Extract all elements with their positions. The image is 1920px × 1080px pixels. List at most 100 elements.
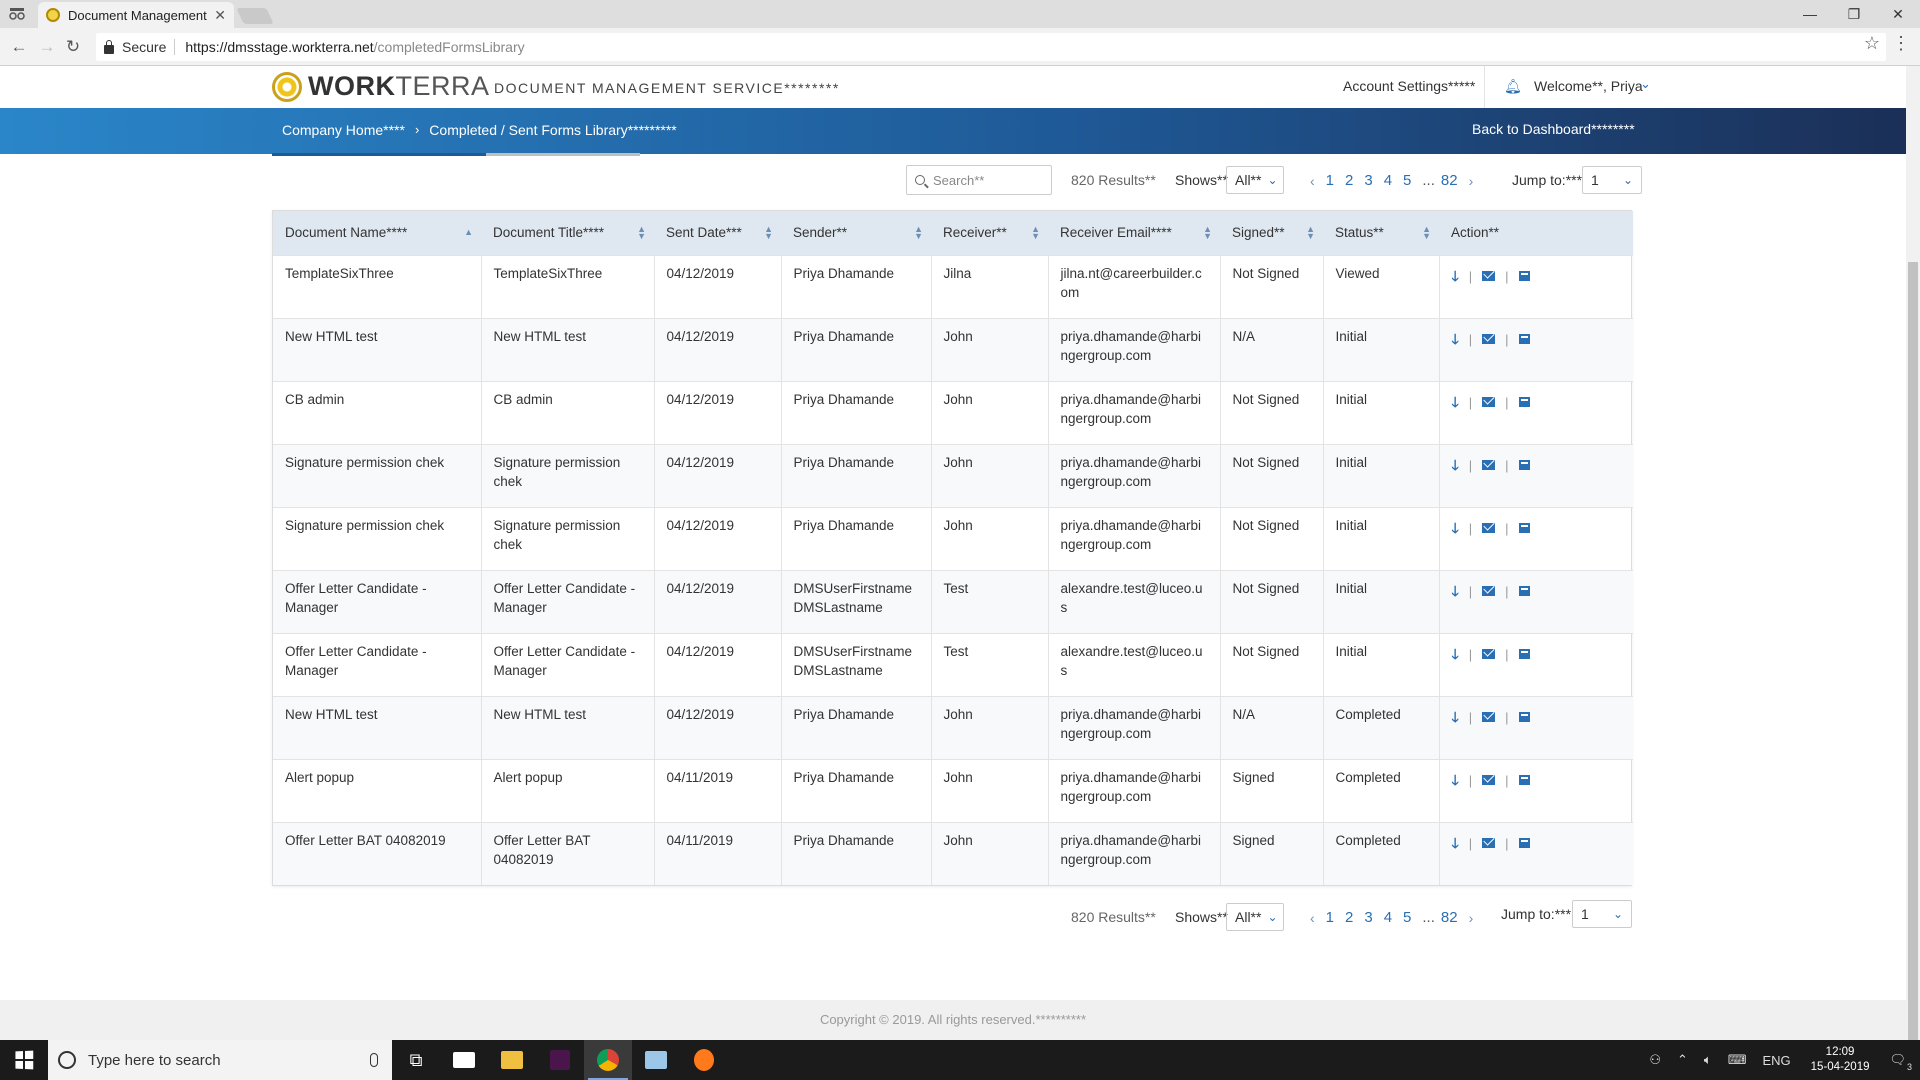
clock[interactable]: 12:09 15-04-2019 bbox=[1811, 1045, 1870, 1075]
archive-icon[interactable] bbox=[1518, 523, 1530, 533]
page-link[interactable]: 4 bbox=[1383, 172, 1393, 189]
download-icon[interactable]: 🡓 bbox=[1451, 771, 1459, 788]
page-link[interactable]: 5 bbox=[1403, 909, 1412, 926]
prev-page-icon[interactable]: ‹ bbox=[1310, 909, 1315, 926]
archive-icon[interactable] bbox=[1518, 271, 1530, 281]
reload-icon[interactable]: ↻ bbox=[65, 37, 81, 56]
cell-document-name[interactable]: Signature permission chek bbox=[273, 443, 482, 507]
download-icon[interactable]: 🡓 bbox=[1451, 267, 1459, 284]
column-header-status[interactable]: Status** ▲ ▼ bbox=[1323, 211, 1439, 255]
email-icon[interactable] bbox=[1482, 523, 1496, 533]
people-icon[interactable]: ⚇ bbox=[1649, 1052, 1661, 1067]
archive-icon[interactable] bbox=[1518, 397, 1530, 407]
browser-tab[interactable]: Document Management ✕ bbox=[38, 2, 234, 28]
sort-icon[interactable]: ▲ ▼ bbox=[1422, 224, 1431, 241]
archive-icon[interactable] bbox=[1518, 775, 1530, 785]
prev-page-icon[interactable]: ‹ bbox=[1310, 172, 1315, 189]
email-icon[interactable] bbox=[1482, 712, 1496, 722]
archive-icon[interactable] bbox=[1518, 460, 1530, 470]
download-icon[interactable]: 🡓 bbox=[1451, 708, 1459, 725]
page-link-last[interactable]: 82 bbox=[1440, 172, 1458, 189]
language-indicator[interactable]: ENG bbox=[1762, 1052, 1791, 1068]
microphone-icon[interactable] bbox=[370, 1053, 378, 1067]
next-page-icon[interactable]: › bbox=[1468, 172, 1474, 189]
notifications-icon[interactable]: 🗨︎ 3 bbox=[1889, 1052, 1912, 1072]
cell-document-name[interactable]: TemplateSixThree bbox=[273, 254, 482, 318]
sort-icon[interactable]: ▲ ▼ bbox=[637, 224, 646, 241]
volume-icon[interactable]: 🔈︎ bbox=[1703, 1052, 1712, 1067]
page-link[interactable]: 3 bbox=[1364, 172, 1373, 189]
page-link[interactable]: 1 bbox=[1325, 909, 1335, 926]
cell-document-name[interactable]: Offer Letter Candidate - Manager bbox=[273, 632, 482, 696]
page-link-last[interactable]: 82 bbox=[1440, 909, 1458, 926]
task-view-icon[interactable]: ⧉ bbox=[409, 1049, 423, 1070]
keyboard-icon[interactable]: ⌨ bbox=[1727, 1052, 1747, 1067]
sort-icon[interactable]: ▲ ▼ bbox=[764, 224, 773, 241]
minimize-icon[interactable]: — bbox=[1803, 6, 1817, 22]
page-link[interactable]: 3 bbox=[1364, 909, 1373, 926]
jump-to-select[interactable]: 1 ⌄ bbox=[1582, 166, 1642, 194]
new-tab-button[interactable] bbox=[236, 8, 274, 24]
page-link[interactable]: 4 bbox=[1383, 909, 1393, 926]
archive-icon[interactable] bbox=[1518, 334, 1530, 344]
page-link[interactable]: 1 bbox=[1325, 172, 1335, 189]
chrome-icon[interactable] bbox=[584, 1040, 632, 1080]
email-icon[interactable] bbox=[1482, 775, 1496, 785]
browser-menu-icon[interactable]: ⋮ bbox=[1892, 33, 1910, 53]
column-header-sent-date[interactable]: Sent Date*** ▲ ▼ bbox=[654, 211, 781, 255]
column-header-document-title[interactable]: Document Title**** ▲ ▼ bbox=[481, 211, 654, 255]
archive-icon[interactable] bbox=[1518, 838, 1530, 848]
download-icon[interactable]: 🡓 bbox=[1451, 519, 1459, 536]
page-link[interactable]: 2 bbox=[1345, 172, 1354, 189]
column-header-signed[interactable]: Signed** ▲ ▼ bbox=[1220, 211, 1323, 255]
download-icon[interactable]: 🡓 bbox=[1451, 456, 1459, 473]
email-icon[interactable] bbox=[1482, 838, 1496, 848]
email-icon[interactable] bbox=[1482, 271, 1496, 281]
account-settings-link[interactable]: Account Settings***** bbox=[1343, 78, 1476, 94]
sort-icon[interactable]: ▲ ▼ bbox=[1031, 224, 1040, 241]
sort-icon[interactable]: ▲ ▼ bbox=[1306, 224, 1315, 241]
back-arrow-icon[interactable]: ← bbox=[10, 37, 28, 56]
close-tab-icon[interactable]: ✕ bbox=[214, 6, 226, 23]
search-box[interactable] bbox=[906, 165, 1052, 195]
taskbar-search[interactable]: Type here to search bbox=[48, 1040, 392, 1080]
mail-app-icon[interactable] bbox=[440, 1040, 488, 1080]
email-icon[interactable] bbox=[1482, 460, 1496, 470]
column-header-sender[interactable]: Sender** ▲ ▼ bbox=[781, 211, 931, 255]
welcome-menu[interactable]: Welcome**, Priya bbox=[1534, 78, 1643, 94]
column-header-receiver-email[interactable]: Receiver Email**** ▲ ▼ bbox=[1048, 211, 1220, 255]
column-header-receiver[interactable]: Receiver** ▲ ▼ bbox=[931, 211, 1048, 255]
shows-select[interactable]: All** ⌄ bbox=[1226, 903, 1284, 931]
email-icon[interactable] bbox=[1482, 586, 1496, 596]
windows-start-icon[interactable] bbox=[0, 1040, 48, 1080]
column-header-document-name[interactable]: Document Name**** ▲ bbox=[273, 211, 481, 255]
next-page-icon[interactable]: › bbox=[1468, 909, 1474, 926]
chevron-down-icon[interactable]: ⌄ bbox=[1640, 76, 1651, 91]
bell-icon[interactable]: 🔔︎ bbox=[1504, 78, 1522, 94]
sort-icon[interactable]: ▲ ▼ bbox=[914, 224, 923, 241]
download-icon[interactable]: 🡓 bbox=[1451, 393, 1459, 410]
url-field[interactable]: Secure https://dmsstage.workterra.net/co… bbox=[96, 33, 1886, 61]
bookmark-star-icon[interactable]: ☆ bbox=[1863, 33, 1880, 53]
cell-document-name[interactable]: Offer Letter BAT 04082019 bbox=[273, 821, 482, 885]
email-icon[interactable] bbox=[1482, 334, 1496, 344]
email-icon[interactable] bbox=[1482, 649, 1496, 659]
archive-icon[interactable] bbox=[1518, 712, 1530, 722]
workterra-logo[interactable]: WORKTERRA bbox=[272, 71, 490, 102]
page-link[interactable]: 2 bbox=[1345, 909, 1354, 926]
file-explorer-icon[interactable] bbox=[488, 1040, 536, 1080]
notepad-icon[interactable] bbox=[632, 1040, 680, 1080]
email-icon[interactable] bbox=[1482, 397, 1496, 407]
firefox-icon[interactable] bbox=[680, 1040, 728, 1080]
breadcrumb-home[interactable]: Company Home**** bbox=[282, 122, 405, 138]
shows-select[interactable]: All** ⌄ bbox=[1226, 166, 1284, 194]
page-link[interactable]: 5 bbox=[1403, 172, 1412, 189]
forward-arrow-icon[interactable]: → bbox=[38, 37, 56, 56]
sort-asc-icon[interactable]: ▲ bbox=[464, 227, 473, 237]
download-icon[interactable]: 🡓 bbox=[1451, 834, 1459, 851]
download-icon[interactable]: 🡓 bbox=[1451, 645, 1459, 662]
scrollbar-thumb[interactable] bbox=[1908, 262, 1918, 1080]
back-to-dashboard-link[interactable]: Back to Dashboard******** bbox=[1472, 121, 1635, 137]
download-icon[interactable]: 🡓 bbox=[1451, 330, 1459, 347]
archive-icon[interactable] bbox=[1518, 586, 1530, 596]
